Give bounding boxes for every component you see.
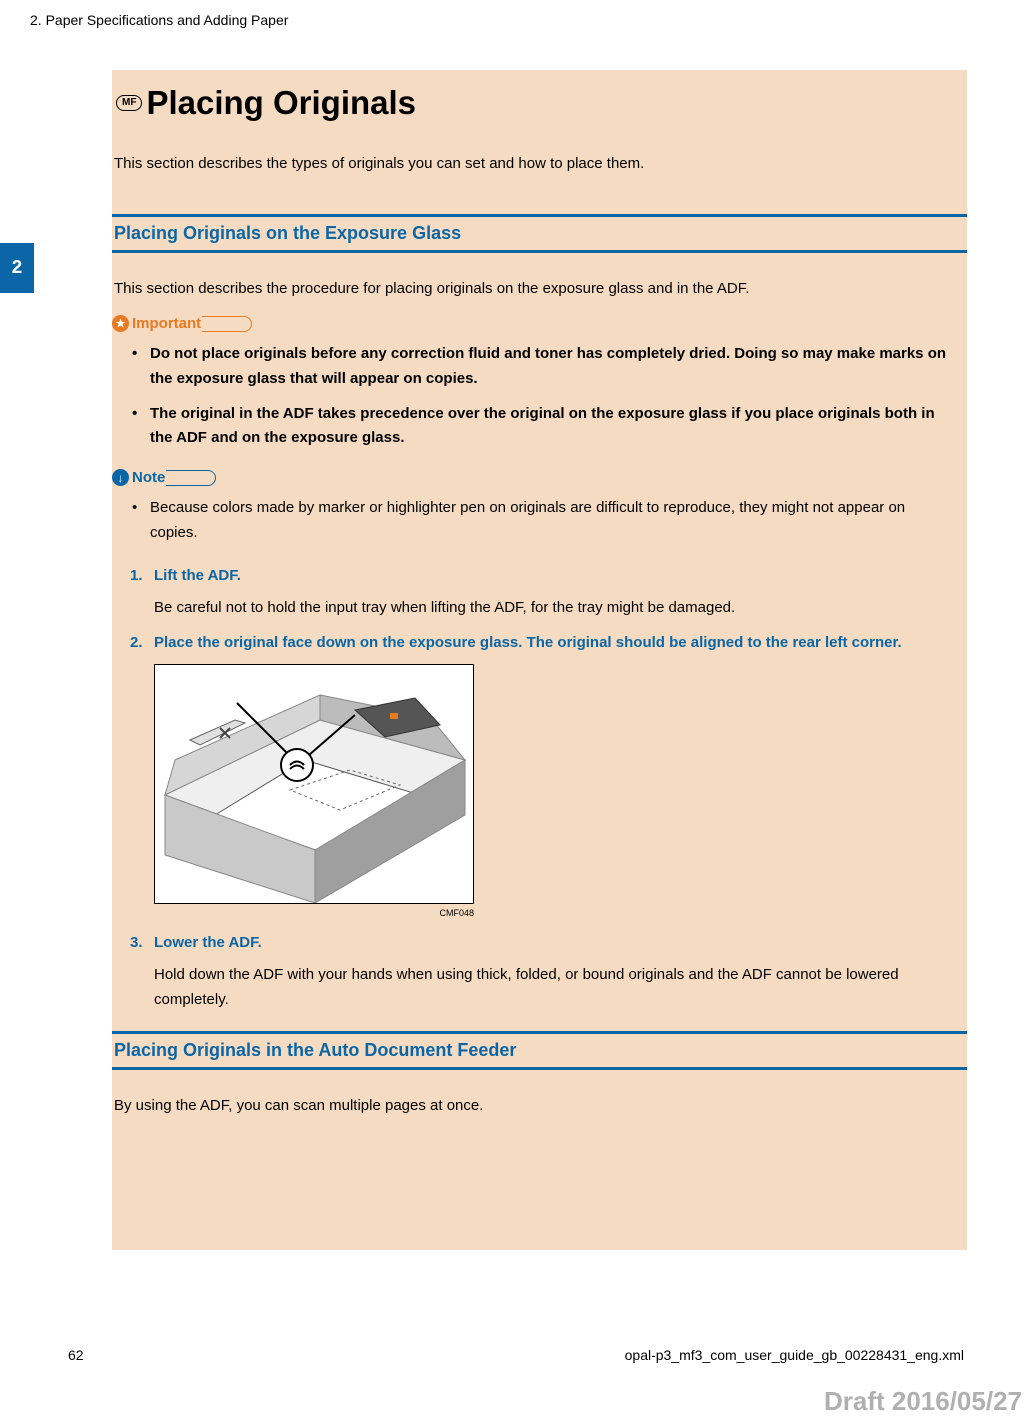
note-list: Because colors made by marker or highlig… bbox=[112, 496, 967, 546]
important-item: The original in the ADF takes precedence… bbox=[150, 402, 947, 452]
page-number: 62 bbox=[68, 1347, 84, 1363]
note-item: Because colors made by marker or highlig… bbox=[150, 496, 947, 546]
page-title: MF Placing Originals bbox=[112, 84, 967, 122]
arrow-down-icon: ↓ bbox=[112, 469, 129, 486]
chapter-header: 2. Paper Specifications and Adding Paper bbox=[0, 0, 1032, 28]
note-label: ↓ Note bbox=[112, 469, 216, 486]
file-reference: opal-p3_mf3_com_user_guide_gb_00228431_e… bbox=[625, 1347, 964, 1363]
diagram-ref: CMF048 bbox=[154, 906, 474, 921]
section-bar-1: Placing Originals on the Exposure Glass bbox=[112, 214, 967, 253]
step-item-1: 1. Lift the ADF. Be careful not to hold … bbox=[154, 564, 947, 622]
step-list: 1. Lift the ADF. Be careful not to hold … bbox=[112, 556, 967, 1013]
title-bar: MF Placing Originals bbox=[112, 70, 967, 132]
step-title: Place the original face down on the expo… bbox=[154, 634, 902, 651]
step-title: Lower the ADF. bbox=[154, 934, 262, 951]
intro-text: This section describes the types of orig… bbox=[112, 132, 967, 196]
step-num: 3. bbox=[130, 931, 143, 956]
important-list: Do not place originals before any correc… bbox=[112, 342, 967, 451]
step-num: 2. bbox=[130, 631, 143, 656]
printer-diagram-icon bbox=[155, 665, 474, 904]
important-text: Important bbox=[132, 315, 201, 332]
important-item: Do not place originals before any correc… bbox=[150, 342, 947, 392]
step-item-2: 2. Place the original face down on the e… bbox=[154, 631, 947, 921]
chapter-tab: 2 bbox=[0, 243, 34, 293]
step-body: Be careful not to hold the input tray wh… bbox=[154, 596, 947, 621]
important-tail bbox=[202, 316, 252, 332]
section-heading-1: Placing Originals on the Exposure Glass bbox=[112, 223, 967, 244]
title-text: Placing Originals bbox=[146, 84, 416, 122]
section2-desc: By using the ADF, you can scan multiple … bbox=[112, 1070, 967, 1124]
diagram-illustration bbox=[154, 664, 474, 904]
step-num: 1. bbox=[130, 564, 143, 589]
step-body: Hold down the ADF with your hands when u… bbox=[154, 963, 947, 1013]
important-label: ★ Important bbox=[112, 315, 252, 332]
draft-stamp: Draft 2016/05/27 bbox=[824, 1386, 1022, 1417]
section-bar-2: Placing Originals in the Auto Document F… bbox=[112, 1031, 967, 1070]
step-title: Lift the ADF. bbox=[154, 567, 241, 584]
star-icon: ★ bbox=[112, 315, 129, 332]
mf-badge: MF bbox=[116, 95, 142, 111]
step-item-3: 3. Lower the ADF. Hold down the ADF with… bbox=[154, 931, 947, 1013]
page-footer: 62 opal-p3_mf3_com_user_guide_gb_0022843… bbox=[0, 1347, 1032, 1363]
note-tail bbox=[166, 470, 216, 486]
section-heading-2: Placing Originals in the Auto Document F… bbox=[112, 1040, 967, 1061]
note-text: Note bbox=[132, 469, 165, 486]
content-area: MF Placing Originals This section descri… bbox=[112, 70, 967, 1250]
section1-desc: This section describes the procedure for… bbox=[112, 253, 967, 307]
